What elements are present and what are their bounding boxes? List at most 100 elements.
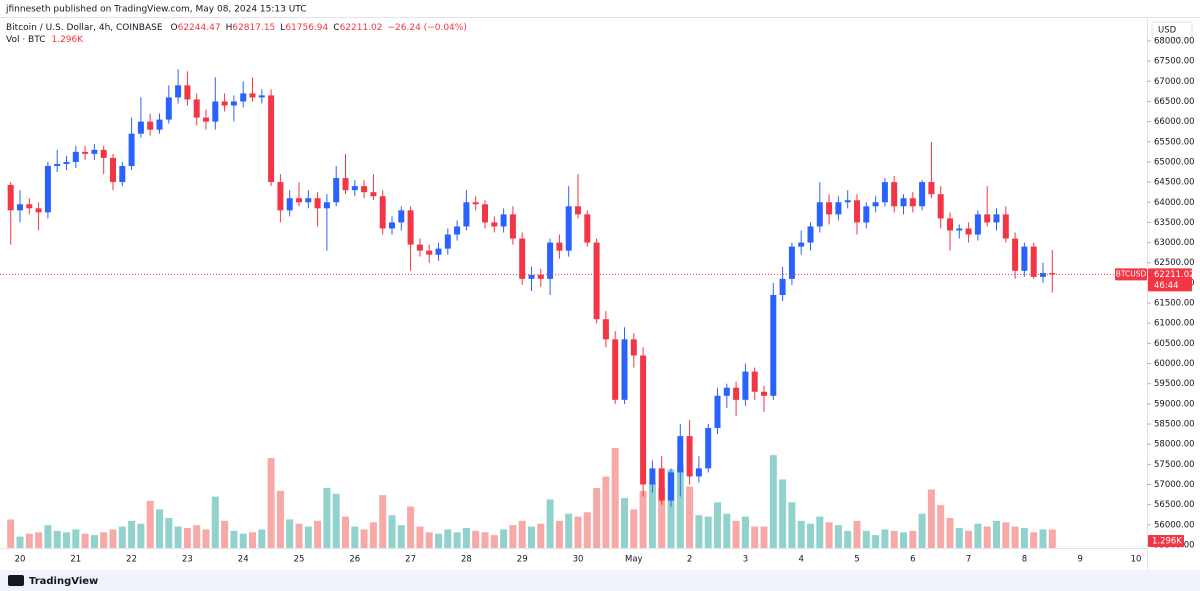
candle-body <box>1012 238 1019 271</box>
candle-body <box>119 165 126 183</box>
y-tick-label: 61500.00 <box>1154 299 1195 309</box>
candle-body <box>351 186 358 191</box>
legend-change: −26.24 (−0.04%) <box>388 23 467 33</box>
volume-bar <box>528 526 535 548</box>
volume-bar <box>927 489 935 548</box>
volume-bar <box>1039 529 1047 548</box>
volume-bar <box>676 465 684 548</box>
volume-legend: Vol · BTC 1.296K <box>6 35 84 45</box>
x-tick-label: 6 <box>910 555 915 565</box>
candle-body <box>984 214 991 223</box>
candle-body <box>742 371 749 400</box>
volume-bar <box>955 528 963 548</box>
x-tick-label: 30 <box>573 555 584 565</box>
candle-body <box>956 228 963 231</box>
volume-bar <box>462 528 470 548</box>
candle-body <box>761 391 767 396</box>
candle-body <box>500 214 507 227</box>
price-tag <box>1148 268 1192 292</box>
x-tick-label: 22 <box>126 555 137 565</box>
x-tick-label: 8 <box>1022 555 1027 565</box>
volume-bar <box>63 532 70 548</box>
y-tick-label: 67000.00 <box>1154 77 1195 87</box>
candle-body <box>993 214 1000 223</box>
candle-body <box>928 182 935 195</box>
publisher: jfinneseth published on TradingView.com,… <box>5 5 307 15</box>
volume-bar <box>853 520 861 548</box>
candle-body <box>305 198 312 203</box>
volume-bar <box>407 506 415 548</box>
candle-body <box>798 242 805 247</box>
volume-bar <box>602 476 610 548</box>
symbol-title: Bitcoin / U.S. Dollar, 4h, COINBASE O6224… <box>6 23 467 33</box>
volume-bar <box>239 533 247 548</box>
y-tick-label: 58000.00 <box>1154 440 1195 450</box>
candle-body <box>26 204 33 209</box>
x-tick-label: 3 <box>743 555 748 565</box>
volume-bar <box>993 520 1000 548</box>
candle-body <box>128 133 135 166</box>
x-tick-label: 27 <box>405 555 416 565</box>
volume-bar <box>109 529 117 548</box>
candle-body <box>695 468 702 477</box>
volume-bar <box>611 448 619 548</box>
candle-body <box>509 214 516 239</box>
candle-body <box>268 95 275 183</box>
candle-body <box>137 121 144 134</box>
x-tick-label: 9 <box>1077 555 1082 565</box>
volume-bar <box>741 516 749 548</box>
volume-bar <box>128 520 136 548</box>
candle-body <box>788 246 795 279</box>
candle-body <box>491 222 498 227</box>
candle-body <box>147 121 154 130</box>
currency-box[interactable] <box>1151 21 1193 39</box>
volume-bar <box>593 488 601 548</box>
volume-bar <box>286 519 294 548</box>
candle-body <box>379 196 386 229</box>
volume-bar <box>807 523 814 548</box>
candle-body <box>528 274 535 279</box>
x-tick-label: 7 <box>966 555 971 565</box>
volume-bar <box>937 505 945 548</box>
candle-body <box>314 198 321 209</box>
volume-bar <box>825 522 833 548</box>
candle-body <box>482 204 488 223</box>
candle-body <box>472 202 479 205</box>
candle-body <box>426 250 433 255</box>
volume-bar <box>314 520 322 548</box>
x-tick-label: 26 <box>349 555 360 565</box>
y-tick-label: 61000.00 <box>1154 319 1195 329</box>
candle-body <box>751 371 758 392</box>
volume-bar <box>1030 532 1038 548</box>
x-tick-label: 4 <box>798 555 803 565</box>
candle-body <box>677 436 684 473</box>
candle-body <box>110 157 116 183</box>
candle-body <box>1002 214 1009 239</box>
candle-body <box>947 218 953 231</box>
volume-bar <box>369 522 377 548</box>
candle-body <box>91 149 98 154</box>
candle-body <box>398 210 405 223</box>
y-tick-label: 66500.00 <box>1154 97 1195 107</box>
volume-bar <box>555 520 563 548</box>
x-tick-label: 5 <box>854 555 859 565</box>
volume-bar <box>946 518 954 548</box>
volume-bar <box>648 482 656 548</box>
volume-bar <box>360 529 368 548</box>
x-tick-label: 29 <box>517 555 528 565</box>
candle-body <box>881 182 888 203</box>
y-tick-label: 66000.00 <box>1154 117 1195 127</box>
candle-body <box>72 151 79 162</box>
candle-body <box>361 186 368 193</box>
volume-bar <box>1048 529 1056 548</box>
candle-body <box>835 202 842 215</box>
legend-prefix: H <box>226 23 233 33</box>
candle-body <box>82 151 89 154</box>
candle-body <box>203 117 209 122</box>
x-tick-label: 20 <box>15 555 26 565</box>
candle-body <box>44 165 51 213</box>
x-tick-label: May <box>625 555 643 565</box>
footer <box>0 570 1200 591</box>
volume-bar <box>230 530 238 548</box>
candle-body <box>100 149 107 158</box>
